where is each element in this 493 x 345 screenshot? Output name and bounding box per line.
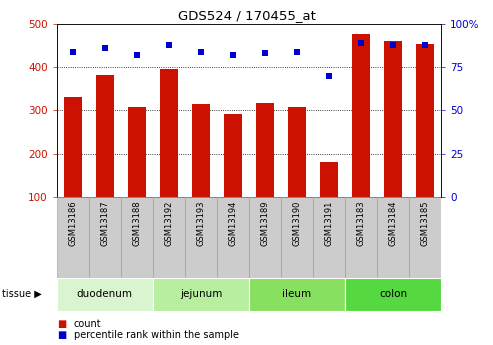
Text: GSM13192: GSM13192 bbox=[164, 201, 174, 246]
Text: GSM13187: GSM13187 bbox=[100, 201, 109, 246]
Point bbox=[101, 46, 108, 51]
Text: count: count bbox=[74, 319, 102, 328]
Bar bbox=[385, 41, 402, 197]
Bar bbox=[345, 197, 377, 278]
Bar bbox=[192, 104, 210, 197]
Point bbox=[133, 52, 141, 58]
Bar bbox=[409, 197, 441, 278]
Text: GSM13190: GSM13190 bbox=[292, 201, 302, 246]
Bar bbox=[281, 197, 313, 278]
Bar bbox=[160, 69, 177, 197]
Text: colon: colon bbox=[379, 289, 407, 299]
Bar bbox=[89, 197, 121, 278]
Text: duodenum: duodenum bbox=[77, 289, 133, 299]
Point bbox=[261, 51, 269, 56]
Text: GSM13183: GSM13183 bbox=[356, 201, 366, 246]
Bar bbox=[249, 278, 345, 310]
Bar bbox=[64, 98, 81, 197]
Bar bbox=[224, 114, 242, 197]
Text: jejunum: jejunum bbox=[180, 289, 222, 299]
Bar bbox=[153, 278, 249, 310]
Text: GSM13193: GSM13193 bbox=[196, 201, 206, 246]
Bar bbox=[128, 107, 145, 197]
Text: percentile rank within the sample: percentile rank within the sample bbox=[74, 331, 239, 340]
Bar bbox=[57, 197, 89, 278]
Text: GSM13184: GSM13184 bbox=[388, 201, 398, 246]
Bar bbox=[256, 103, 274, 197]
Point bbox=[69, 49, 77, 55]
Bar bbox=[313, 197, 345, 278]
Text: ■: ■ bbox=[57, 331, 66, 340]
Bar bbox=[377, 197, 409, 278]
Text: GSM13185: GSM13185 bbox=[421, 201, 430, 246]
Point bbox=[229, 52, 237, 58]
Point bbox=[197, 49, 205, 55]
Bar bbox=[57, 278, 153, 310]
Bar bbox=[121, 197, 153, 278]
Point bbox=[293, 49, 301, 55]
Text: tissue ▶: tissue ▶ bbox=[2, 289, 42, 299]
Bar bbox=[417, 45, 434, 197]
Text: GDS524 / 170455_at: GDS524 / 170455_at bbox=[177, 9, 316, 22]
Text: GSM13186: GSM13186 bbox=[68, 201, 77, 246]
Point bbox=[325, 73, 333, 79]
Bar bbox=[345, 278, 441, 310]
Text: GSM13191: GSM13191 bbox=[324, 201, 334, 246]
Point bbox=[165, 42, 173, 48]
Bar bbox=[249, 197, 281, 278]
Text: GSM13189: GSM13189 bbox=[260, 201, 270, 246]
Text: ■: ■ bbox=[57, 319, 66, 328]
Bar bbox=[153, 197, 185, 278]
Point bbox=[421, 42, 429, 48]
Text: ileum: ileum bbox=[282, 289, 312, 299]
Point bbox=[389, 42, 397, 48]
Bar bbox=[96, 75, 113, 197]
Bar bbox=[217, 197, 249, 278]
Text: GSM13188: GSM13188 bbox=[132, 201, 141, 246]
Point bbox=[357, 40, 365, 46]
Bar bbox=[185, 197, 217, 278]
Text: GSM13194: GSM13194 bbox=[228, 201, 238, 246]
Bar bbox=[288, 107, 306, 197]
Bar bbox=[352, 34, 370, 197]
Bar bbox=[320, 162, 338, 197]
